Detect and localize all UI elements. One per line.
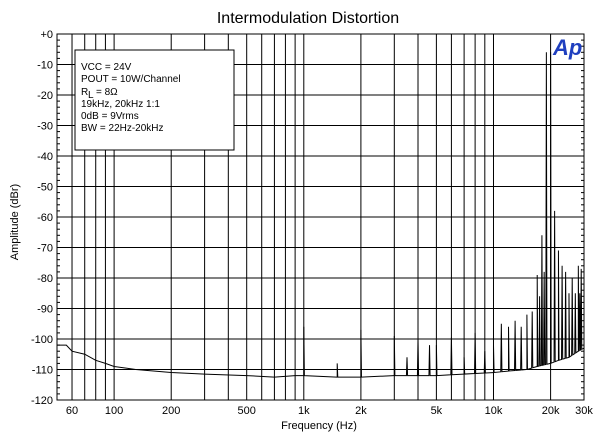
annotation-tones: 19kHz, 20kHz 1:1 <box>81 99 160 110</box>
y-axis-label: Amplitude (dBr) <box>9 184 21 260</box>
x-axis-label: Frequency (Hz) <box>281 420 357 432</box>
annotation-load-value: = 8Ω <box>96 87 118 98</box>
ap-logo: Ap <box>552 35 582 60</box>
y-tick-label: -110 <box>32 365 53 377</box>
x-tick-label: 60 <box>66 405 78 417</box>
x-tick-label: 20k <box>542 405 560 417</box>
y-tick-label: -70 <box>37 243 53 255</box>
annotation-box: VCC = 24V POUT = 10W/Channel R L = 8Ω 19… <box>74 49 235 151</box>
annotation-background <box>74 49 235 151</box>
x-tick-label: 1k <box>298 405 310 417</box>
y-tick-label: -40 <box>37 151 53 163</box>
annotation-pout: POUT = 10W/Channel <box>81 74 181 85</box>
y-tick-label: -10 <box>37 60 53 72</box>
y-tick-label: +0 <box>40 29 53 41</box>
y-tick-label: -50 <box>37 182 53 194</box>
annotation-load-subscript: L <box>88 90 94 101</box>
x-tick-label: 30k <box>575 405 593 417</box>
series-line <box>57 52 585 378</box>
annotation-bandwidth: BW = 22Hz-20kHz <box>81 123 164 134</box>
x-tick-label: 2k <box>355 405 367 417</box>
x-tick-label: 500 <box>238 405 256 417</box>
y-tick-label: -120 <box>31 395 53 407</box>
annotation-vcc: VCC = 24V <box>81 62 132 73</box>
annotation-load-symbol: R <box>81 87 88 98</box>
y-tick-label: -20 <box>37 90 53 102</box>
y-tick-label: -80 <box>37 273 53 285</box>
x-tick-label: 100 <box>105 405 123 417</box>
chart-title: Intermodulation Distortion <box>217 10 399 27</box>
tick-layer: 60 100 200 500 1k 2k 5k 10k 20k 30k +0 -10 -20 -30 -40… <box>31 29 593 417</box>
y-tick-label: -90 <box>37 304 53 316</box>
y-tick-label: -30 <box>37 121 53 133</box>
annotation-reference: 0dB = 9Vrms <box>81 111 139 122</box>
x-tick-label: 10k <box>485 405 503 417</box>
x-tick-label: 5k <box>431 405 443 417</box>
y-tick-label: -100 <box>31 334 53 346</box>
y-tick-label: -60 <box>37 212 53 224</box>
x-tick-label: 200 <box>162 405 180 417</box>
